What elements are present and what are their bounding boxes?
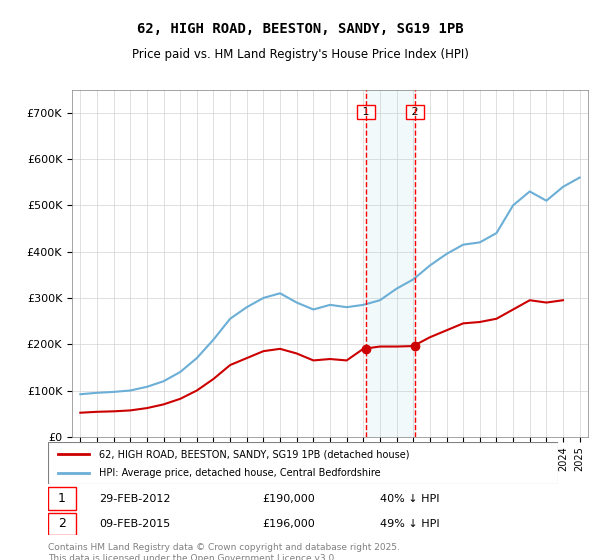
Text: HPI: Average price, detached house, Central Bedfordshire: HPI: Average price, detached house, Cent… [99, 468, 380, 478]
FancyBboxPatch shape [48, 487, 76, 510]
Text: Price paid vs. HM Land Registry's House Price Index (HPI): Price paid vs. HM Land Registry's House … [131, 48, 469, 60]
Text: 1: 1 [359, 107, 373, 117]
FancyBboxPatch shape [48, 442, 558, 484]
Text: 2: 2 [408, 107, 422, 117]
Text: £190,000: £190,000 [262, 493, 315, 503]
Text: 62, HIGH ROAD, BEESTON, SANDY, SG19 1PB: 62, HIGH ROAD, BEESTON, SANDY, SG19 1PB [137, 22, 463, 36]
Text: £196,000: £196,000 [262, 519, 315, 529]
FancyBboxPatch shape [48, 512, 76, 535]
Text: 49% ↓ HPI: 49% ↓ HPI [380, 519, 439, 529]
Text: 62, HIGH ROAD, BEESTON, SANDY, SG19 1PB (detached house): 62, HIGH ROAD, BEESTON, SANDY, SG19 1PB … [99, 449, 409, 459]
Text: 29-FEB-2012: 29-FEB-2012 [99, 493, 170, 503]
Bar [366, 90, 415, 437]
Text: 1: 1 [58, 492, 66, 505]
Text: 09-FEB-2015: 09-FEB-2015 [99, 519, 170, 529]
Text: 40% ↓ HPI: 40% ↓ HPI [380, 493, 439, 503]
Text: 2: 2 [58, 517, 66, 530]
Text: Contains HM Land Registry data © Crown copyright and database right 2025.
This d: Contains HM Land Registry data © Crown c… [48, 543, 400, 560]
